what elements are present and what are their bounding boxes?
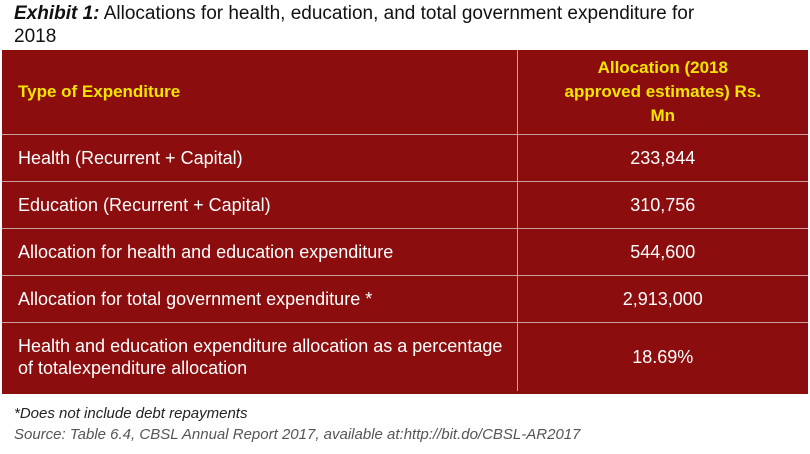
header-type-of-expenditure: Type of Expenditure	[2, 50, 517, 135]
row-value: 544,600	[516, 228, 808, 276]
row-type: Education (Recurrent + Capital)	[2, 181, 517, 229]
row-value: 2,913,000	[516, 275, 808, 323]
header-allocation-text: Allocation (2018 approved estimates) Rs.…	[564, 58, 761, 125]
table-row: Allocation for health and education expe…	[2, 228, 808, 276]
row-type: Allocation for total government expendit…	[2, 275, 517, 323]
table-row: Education (Recurrent + Capital) 310,756	[2, 181, 808, 229]
exhibit-label: Exhibit 1:	[14, 3, 100, 24]
row-type-text: Health and education expenditure allocat…	[18, 336, 503, 378]
exhibit-title-text: Allocations for health, education, and t…	[14, 3, 695, 47]
table-row: Health (Recurrent + Capital) 233,844	[2, 134, 808, 182]
footnote: *Does not include debt repayments	[14, 405, 248, 422]
allocation-table: Type of Expenditure Allocation (2018 app…	[2, 50, 808, 391]
allocation-table-container: Type of Expenditure Allocation (2018 app…	[2, 50, 808, 394]
exhibit-title: Exhibit 1: Allocations for health, educa…	[14, 2, 734, 48]
notes: *Does not include debt repayments Source…	[14, 404, 580, 446]
row-value: 18.69%	[516, 322, 808, 391]
row-value: 233,844	[516, 134, 808, 182]
table-row: Health and education expenditure allocat…	[2, 322, 808, 392]
row-type: Allocation for health and education expe…	[2, 228, 517, 276]
source-note: Source: Table 6.4, CBSL Annual Report 20…	[14, 426, 581, 443]
header-allocation: Allocation (2018 approved estimates) Rs.…	[516, 50, 808, 135]
table-row: Allocation for total government expendit…	[2, 275, 808, 323]
row-value: 310,756	[516, 181, 808, 229]
row-type: Health and education expenditure allocat…	[2, 323, 517, 392]
table-header-row: Type of Expenditure Allocation (2018 app…	[2, 50, 808, 135]
row-type: Health (Recurrent + Capital)	[2, 134, 517, 182]
